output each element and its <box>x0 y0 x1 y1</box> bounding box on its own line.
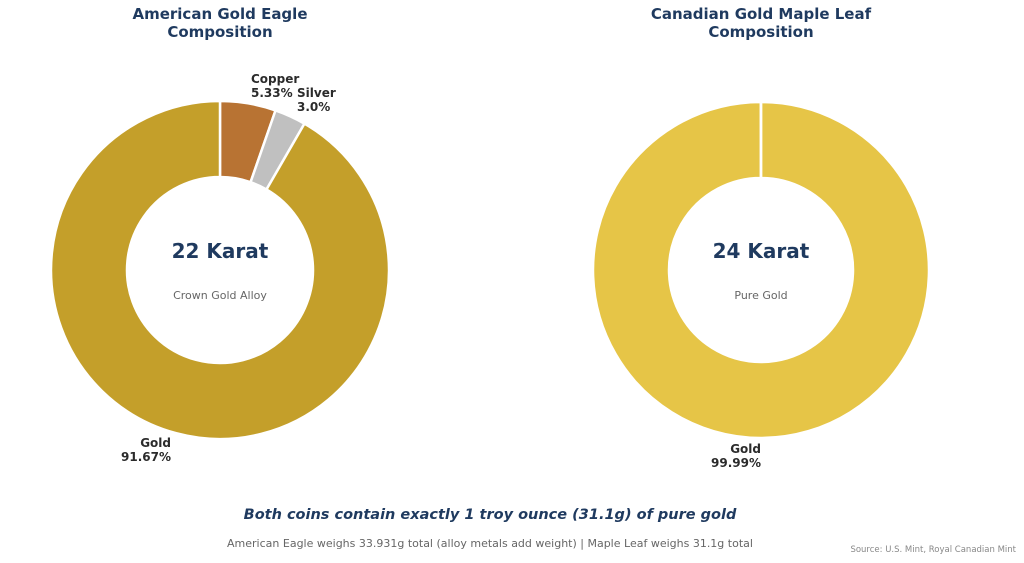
eagle-alloy-label: Crown Gold Alloy <box>173 289 267 302</box>
maple-gold-slice <box>591 100 931 440</box>
maple-karat-label: 24 Karat <box>712 239 810 263</box>
silver-slice-label: Silver 3.0% <box>297 86 336 114</box>
maple-gold-name: Gold <box>730 442 761 456</box>
eagle-chart-title: American Gold Eagle Composition <box>70 5 370 41</box>
maple-gold-slice-label: Gold 99.99% <box>700 442 761 470</box>
eagle-title-line2: Composition <box>167 23 273 41</box>
copper-slice-label: Copper 5.33% <box>251 72 299 100</box>
eagle-gold-slice-label: Gold 91.67% <box>110 436 171 464</box>
footer-subtext: American Eagle weighs 33.931g total (all… <box>227 537 753 550</box>
eagle-gold-slice <box>49 99 391 441</box>
maple-title-line2: Composition <box>708 23 814 41</box>
maple-chart-title: Canadian Gold Maple Leaf Composition <box>611 5 911 41</box>
maple-gold-value: 99.99% <box>711 456 761 470</box>
copper-value: 5.33% <box>251 86 293 100</box>
eagle-gold-value: 91.67% <box>121 450 171 464</box>
eagle-gold-name: Gold <box>140 436 171 450</box>
copper-name: Copper <box>251 72 300 86</box>
maple-purity-label: Pure Gold <box>734 289 788 302</box>
silver-name: Silver <box>297 86 336 100</box>
source-note: Source: U.S. Mint, Royal Canadian Mint <box>850 545 1016 555</box>
footer-headline: Both coins contain exactly 1 troy ounce … <box>243 507 737 523</box>
maple-title-line1: Canadian Gold Maple Leaf <box>650 5 872 23</box>
eagle-karat-label: 22 Karat <box>171 239 269 263</box>
eagle-title-line1: American Gold Eagle <box>132 5 308 23</box>
silver-value: 3.0% <box>297 100 331 114</box>
